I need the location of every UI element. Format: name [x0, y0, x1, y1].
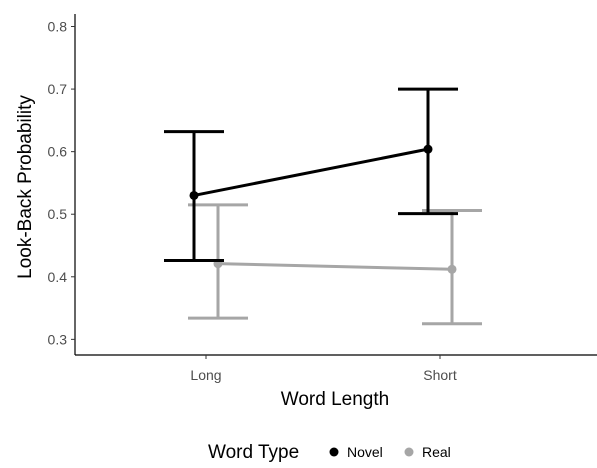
- legend-marker-novel: [329, 447, 339, 457]
- y-axis-title: Look-Back Probability: [15, 95, 36, 279]
- plot-area: 0.3 0.4 0.5 0.6 0.7 0.8 Long Short: [48, 14, 597, 383]
- y-tick-label: 0.6: [48, 144, 68, 160]
- y-tick-label: 0.7: [48, 81, 68, 97]
- y-tick-label: 0.4: [48, 269, 68, 285]
- y-tick-label: 0.8: [48, 19, 68, 35]
- legend-marker-real: [404, 447, 414, 457]
- y-tick-label: 0.5: [48, 206, 68, 222]
- x-tick-label: Short: [423, 367, 457, 383]
- data-point-real: [447, 264, 457, 274]
- data-point-novel: [189, 190, 199, 200]
- x-tick-label: Long: [190, 367, 221, 383]
- legend-title: Word Type: [208, 442, 299, 463]
- series-line-novel: [193, 147, 429, 197]
- legend-label-real: Real: [422, 444, 451, 460]
- data-point-novel: [423, 144, 433, 154]
- legend-label-novel: Novel: [347, 444, 383, 460]
- x-axis-title: Word Length: [281, 389, 389, 410]
- legend: Word Type Novel Real: [208, 442, 451, 463]
- y-tick-label: 0.3: [48, 331, 68, 347]
- series-line-real: [217, 262, 453, 271]
